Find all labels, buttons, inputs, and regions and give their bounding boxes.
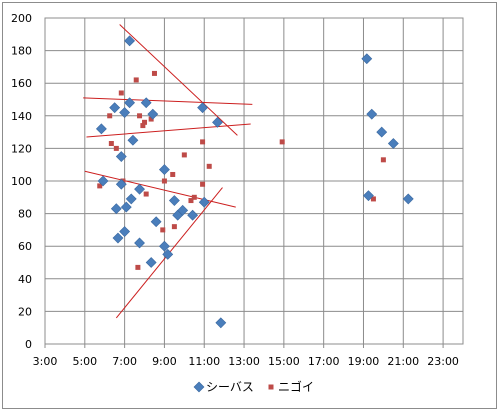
- x-tick-label: 13:00: [228, 355, 260, 368]
- y-tick-label: 0: [25, 338, 32, 351]
- data-point: [108, 141, 114, 147]
- legend: シーバス ニゴイ: [193, 379, 314, 394]
- trend-line: [119, 24, 238, 136]
- data-point: [143, 191, 149, 197]
- data-point: [363, 190, 374, 202]
- x-tick-label: 19:00: [348, 355, 380, 368]
- data-point: [109, 102, 121, 114]
- data-point: [160, 227, 166, 233]
- data-point: [159, 240, 170, 252]
- data-point: [212, 116, 223, 128]
- data-point: [170, 171, 176, 177]
- data-point: [188, 198, 194, 204]
- data-point: [119, 226, 131, 237]
- y-tick-label: 180: [11, 45, 32, 58]
- y-tick-label: 140: [11, 110, 32, 123]
- data-point: [119, 107, 131, 118]
- data-point: [97, 183, 103, 189]
- data-point: [140, 97, 152, 109]
- y-tick-label: 40: [18, 273, 32, 286]
- data-point: [135, 264, 141, 270]
- y-tick-label: 200: [11, 12, 32, 25]
- trend-line: [84, 170, 236, 208]
- data-point: [150, 216, 162, 228]
- legend-marker-square: [268, 384, 274, 390]
- data-point: [120, 201, 132, 213]
- data-point: [142, 119, 148, 125]
- data-point: [161, 178, 167, 184]
- legend-label: ニゴイ: [278, 379, 314, 394]
- data-point: [134, 237, 145, 249]
- data-point: [181, 152, 187, 158]
- data-point: [376, 126, 388, 138]
- data-point: [215, 317, 227, 329]
- x-tick-label: 5:00: [72, 355, 97, 368]
- data-points: [95, 35, 414, 329]
- data-point: [361, 53, 373, 65]
- data-point: [171, 224, 177, 230]
- x-tick-label: 9:00: [152, 355, 177, 368]
- data-point: [124, 35, 136, 47]
- data-point: [177, 204, 189, 216]
- data-point: [187, 209, 199, 221]
- data-point: [95, 123, 107, 135]
- trend-line: [83, 97, 253, 105]
- data-point: [137, 113, 143, 119]
- axes: 0 20 40 60 80 100 120 140 160 180 200 3:00 5:00 7:00 9…: [11, 12, 463, 368]
- data-point: [162, 248, 174, 260]
- x-tick-label: 7:00: [112, 355, 137, 368]
- data-point: [366, 108, 378, 120]
- data-point: [279, 139, 285, 145]
- data-point: [200, 139, 206, 145]
- y-tick-label: 160: [11, 77, 32, 90]
- data-point: [110, 203, 122, 215]
- y-tick-label: 60: [18, 240, 32, 253]
- data-point: [113, 145, 119, 151]
- trend-line: [86, 123, 251, 138]
- legend-label: シーバス: [206, 380, 254, 394]
- data-point: [124, 97, 136, 109]
- x-tick-label: 3:00: [33, 355, 58, 368]
- data-point: [133, 77, 139, 83]
- data-point: [198, 196, 210, 208]
- data-point: [151, 70, 157, 76]
- y-tick-label: 120: [11, 142, 32, 155]
- series-seabass: [95, 35, 414, 329]
- data-point: [97, 175, 109, 187]
- data-point: [147, 108, 159, 120]
- x-tick-label: 11:00: [188, 355, 220, 368]
- data-point: [197, 102, 209, 114]
- data-point: [127, 134, 139, 146]
- data-point: [387, 138, 399, 149]
- data-point: [140, 123, 146, 129]
- x-tick-label: 23:00: [427, 355, 459, 368]
- x-tick-label: 17:00: [308, 355, 340, 368]
- data-point: [191, 194, 197, 200]
- data-point: [159, 164, 170, 176]
- data-point: [380, 157, 386, 163]
- data-point: [168, 195, 180, 206]
- data-point: [148, 116, 154, 122]
- data-point: [125, 193, 137, 205]
- x-tick-label: 21:00: [387, 355, 419, 368]
- y-tick-label: 20: [18, 305, 32, 318]
- x-tick-label: 15:00: [268, 355, 300, 368]
- y-tick-label: 80: [18, 208, 32, 221]
- data-point: [107, 113, 113, 119]
- data-point: [200, 181, 206, 187]
- data-point: [134, 183, 145, 195]
- data-point: [118, 90, 124, 96]
- legend-marker-diamond: [193, 381, 205, 393]
- data-point: [370, 196, 376, 202]
- data-point: [115, 178, 127, 190]
- data-point: [206, 163, 212, 169]
- data-point: [145, 257, 157, 268]
- y-tick-label: 100: [11, 175, 32, 188]
- data-point: [115, 151, 127, 162]
- data-point: [402, 193, 414, 205]
- data-point: [112, 232, 124, 244]
